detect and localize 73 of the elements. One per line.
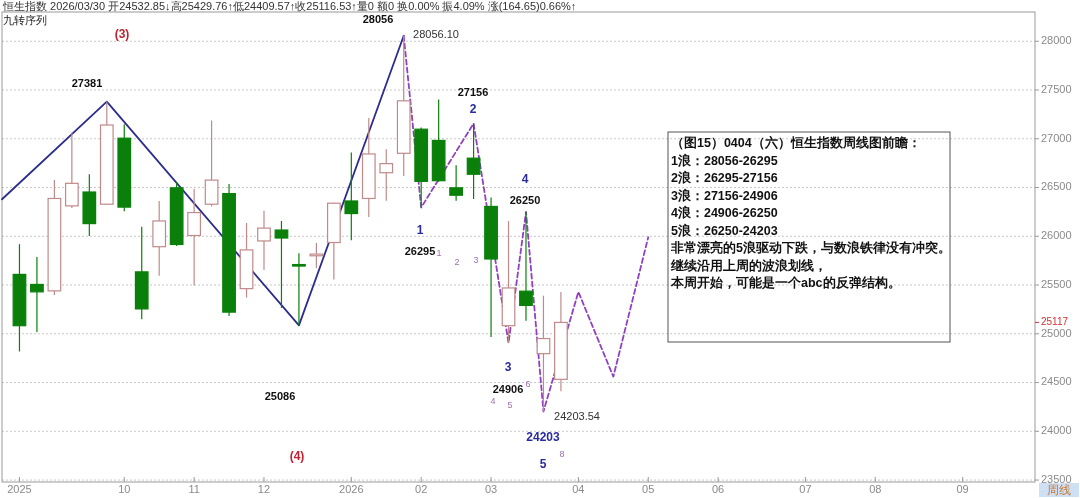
x-tick-label: 11 [188,483,200,495]
annotation: 27381 [71,76,103,89]
annotation: 1 [416,223,424,238]
candlestick [449,164,464,202]
annotation: (3) [114,27,130,42]
x-tick-label: 04 [572,483,585,495]
y-tick-label: 27500 [1041,82,1072,95]
annotation: 3 [473,255,479,266]
chart-title: 恒生指数 2026/03/30 开24532.85↓高25429.76↑低24409.57↑收25116.53↑量0 额0 换0.00% 振4.09% 涨(164.65)0.66%↑ [2,0,577,12]
x-tick-label: 05 [642,483,655,495]
x-tick-label: 2026 [339,483,364,495]
annotation: 28056.10 [413,27,459,40]
y-tick-label: 23500 [1041,472,1072,485]
annotation: 2 [469,102,477,117]
annotation: 3 [504,360,512,375]
annotation: 1浪：28056-26295 [671,152,778,168]
x-tick-label: 2025 [7,483,32,495]
x-tick-label: 09 [956,483,969,495]
annotation: 27156 [457,85,489,98]
candlestick [379,148,394,202]
annotation: 26295 [404,244,436,257]
y-tick-label: 26500 [1041,180,1072,193]
x-tick-label: 06 [711,483,725,495]
annotation: 28056 [362,12,394,25]
y-tick-label: 25500 [1041,277,1072,290]
annotation: 4 [521,172,529,187]
annotation: 6 [525,379,531,390]
y-tick-label: 24000 [1041,424,1072,437]
candlestick [292,252,306,326]
candlestick [466,122,481,200]
chart-subtitle: 九转序列 [3,14,47,26]
annotation: 1 [436,248,442,259]
candlestick [344,151,359,241]
annotation: 25086 [264,389,296,402]
x-tick-label: 03 [484,483,498,495]
candlestick [187,188,202,287]
candlestick [519,211,533,322]
candlestick [274,220,289,309]
annotation: 非常漂亮的5浪驱动下跌，与数浪铁律没有冲突。 [670,240,951,255]
y-tick-label: 25117 [1041,316,1069,328]
x-tick-label: 02 [415,483,428,495]
candlestick [309,242,324,269]
annotation: (4) [289,449,305,464]
annotation: 26250 [509,193,541,206]
y-tick-label: 28000 [1041,34,1072,47]
text: 周线 [1047,483,1071,497]
annotation: 4浪：24906-26250 [671,205,778,220]
annotation: 5浪：26250-24203 [671,222,778,238]
annotation: 2浪：26295-27156 [671,170,778,185]
annotation: 本周开始，可能是一个abc的反弹结构。 [670,275,901,290]
y-tick-label: 25000 [1041,326,1072,339]
x-tick-label: 10 [118,483,131,495]
annotation: 5 [539,457,547,472]
candlestick [64,131,79,209]
y-tick-label: 27000 [1041,131,1072,144]
annotation: 24203.54 [554,409,600,422]
annotation: 2 [454,257,460,268]
candlestick [536,295,551,413]
annotation: 5 [507,400,513,411]
candlestick [30,256,44,333]
candlestick [257,210,271,271]
x-tick-label: 12 [257,483,271,495]
x-tick-label: 08 [869,483,882,495]
annotation: 继续沿用上周的波浪划线， [670,257,827,273]
y-tick-label: 26000 [1041,229,1072,242]
annotation: 24906 [492,382,524,395]
annotation: 4 [490,396,496,407]
annotation: 8 [559,449,565,460]
annotation: （图15）0404（六）恒生指数周线图前瞻： [671,135,921,150]
annotation: 3浪：27156-24906 [671,187,778,203]
x-tick-label: 07 [799,483,812,495]
annotation: 24203 [526,430,561,445]
y-tick-label: 24500 [1041,375,1072,388]
